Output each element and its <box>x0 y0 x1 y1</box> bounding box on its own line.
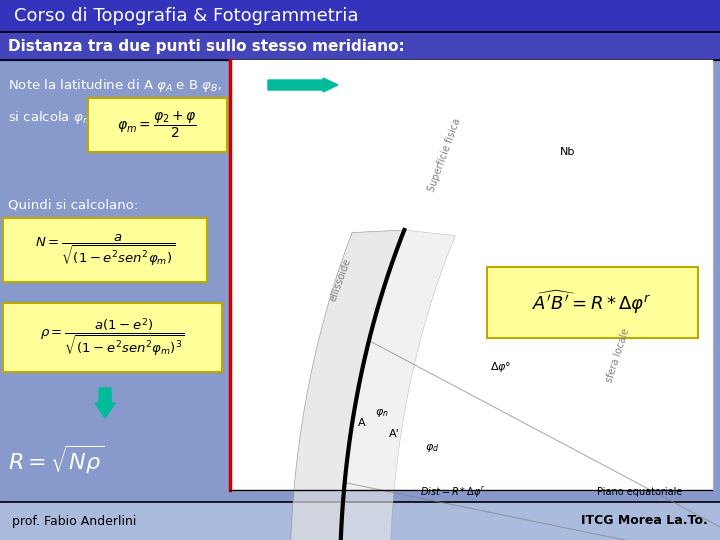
Polygon shape <box>290 230 405 540</box>
FancyBboxPatch shape <box>487 267 698 338</box>
Text: A': A' <box>389 429 400 439</box>
Text: $\rho = \dfrac{a(1-e^2)}{\sqrt{(1-e^2 sen^2\varphi_m)^3}}$: $\rho = \dfrac{a(1-e^2)}{\sqrt{(1-e^2 se… <box>40 316 184 358</box>
Text: ITCG Morea La.To.: ITCG Morea La.To. <box>581 515 708 528</box>
Text: $Dist = R * \Delta\varphi^r$: $Dist = R * \Delta\varphi^r$ <box>420 484 485 500</box>
Bar <box>0 32 720 60</box>
Bar <box>230 60 712 490</box>
FancyBboxPatch shape <box>3 303 222 372</box>
Text: Si calcola l’angolo:: Si calcola l’angolo: <box>355 78 480 91</box>
Text: $\Delta\varphi^r = \dfrac{\Delta\varphi^o * \pi}{180°}$: $\Delta\varphi^r = \dfrac{\Delta\varphi^… <box>475 137 569 173</box>
Bar <box>0 60 720 512</box>
Text: $\varphi_d$: $\varphi_d$ <box>425 442 439 454</box>
Text: Superficie fisica: Superficie fisica <box>427 117 463 193</box>
Text: Distanza tra due punti sullo stesso meridiano:: Distanza tra due punti sullo stesso meri… <box>8 38 405 53</box>
Text: Quindi si calcolano:: Quindi si calcolano: <box>8 199 138 212</box>
FancyBboxPatch shape <box>88 98 227 152</box>
Text: $\widehat{A'B'} = R * \Delta\varphi^r$: $\widehat{A'B'} = R * \Delta\varphi^r$ <box>532 288 652 316</box>
Text: sfera locale: sfera locale <box>605 327 631 383</box>
Text: Nb: Nb <box>560 147 575 157</box>
FancyArrow shape <box>95 388 115 418</box>
Text: $\Delta\varphi°$: $\Delta\varphi°$ <box>490 360 511 374</box>
Text: ellissoide: ellissoide <box>328 257 352 303</box>
Text: Corso di Topografia & Fotogrammetria: Corso di Topografia & Fotogrammetria <box>14 7 359 25</box>
Text: $\Delta\varphi^o = \varphi_2 - \varphi_1$: $\Delta\varphi^o = \varphi_2 - \varphi_1… <box>475 100 572 120</box>
FancyArrow shape <box>268 78 338 92</box>
Bar <box>0 502 720 540</box>
Text: $N = \dfrac{a}{\sqrt{(1-e^2 sen^2\varphi_m)}}$: $N = \dfrac{a}{\sqrt{(1-e^2 sen^2\varphi… <box>35 232 175 268</box>
Text: $R = \sqrt{N\rho}$: $R = \sqrt{N\rho}$ <box>8 444 104 476</box>
FancyBboxPatch shape <box>3 218 207 282</box>
Text: prof. Fabio Anderlini: prof. Fabio Anderlini <box>12 515 136 528</box>
Bar <box>0 0 720 32</box>
Text: si calcola $\varphi_m$: si calcola $\varphi_m$ <box>8 110 92 126</box>
Text: Piano equatoriale: Piano equatoriale <box>598 487 683 497</box>
Text: $\varphi_m = \dfrac{\varphi_2 + \varphi}{2}$: $\varphi_m = \dfrac{\varphi_2 + \varphi}… <box>117 110 197 140</box>
Text: $\varphi_n$: $\varphi_n$ <box>375 407 389 419</box>
Text: A: A <box>359 417 366 428</box>
Text: Note la latitudine di A $\varphi_A$ e B $\varphi_B$,: Note la latitudine di A $\varphi_A$ e B … <box>8 77 222 93</box>
Polygon shape <box>340 230 455 540</box>
